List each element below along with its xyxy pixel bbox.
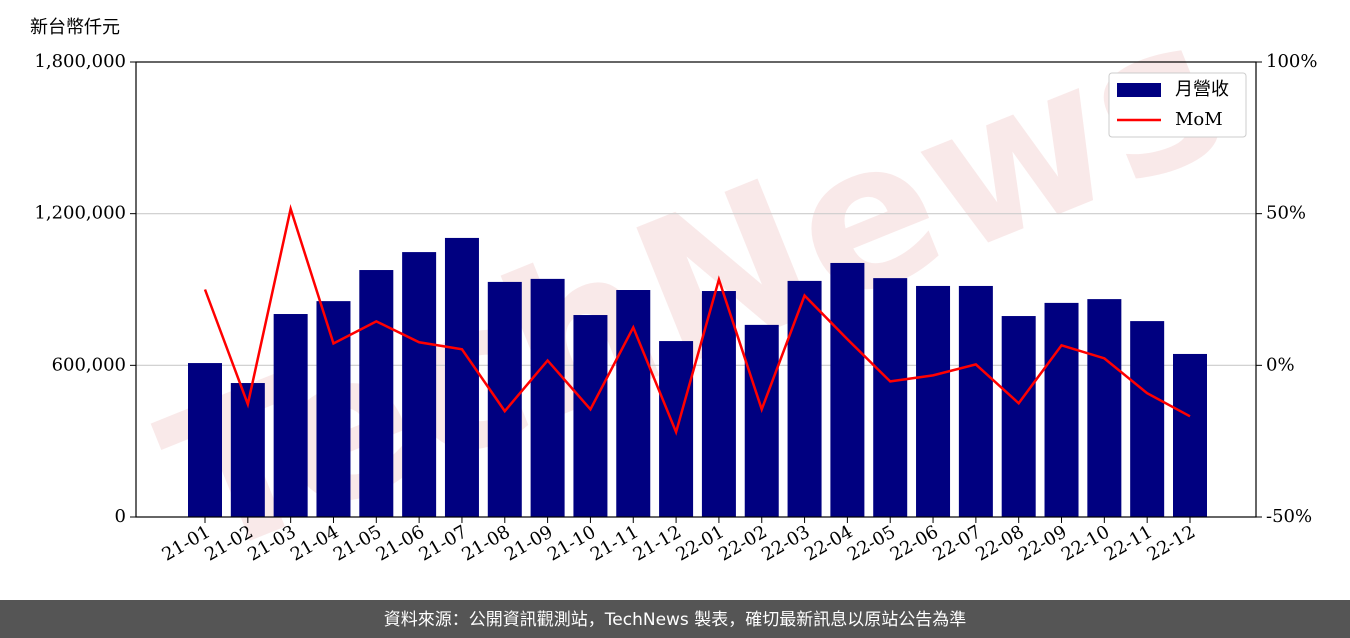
y-tick-label: 600,000: [52, 354, 126, 375]
bar: [1044, 302, 1079, 517]
x-tick-label: 22-07: [929, 521, 984, 565]
y-tick-label: 1,800,000: [34, 51, 126, 72]
x-tick-label: 21-07: [416, 521, 471, 565]
bar: [402, 252, 437, 518]
source-note: 資料來源：公開資訊觀測站，TechNews 製表，確切最新訊息以原站公告為準: [384, 610, 966, 630]
y2-tick-label: 50%: [1266, 203, 1306, 224]
x-tick-label: 22-06: [887, 521, 942, 565]
bar: [1173, 353, 1207, 517]
y2-tick-label: 0%: [1266, 354, 1295, 375]
bar: [573, 315, 608, 517]
legend-label: 月營收: [1175, 79, 1229, 100]
x-tick-label: 22-09: [1015, 521, 1070, 565]
x-tick-label: 22-03: [758, 521, 813, 565]
y-axis-label: 新台幣仟元: [30, 17, 120, 38]
bar: [787, 280, 822, 517]
bar: [958, 285, 993, 517]
x-tick-label: 21-08: [458, 521, 513, 565]
x-tick-label: 22-08: [972, 521, 1027, 565]
bar: [530, 278, 565, 517]
x-tick-label: 21-09: [501, 521, 556, 565]
line: [203, 203, 1191, 436]
x-tick-label: 22-11: [1101, 521, 1156, 565]
bar: [873, 278, 908, 517]
bar: [701, 291, 736, 517]
x-tick-label: 21-12: [630, 521, 685, 565]
footer-band: [0, 600, 1350, 638]
x-tick-label: 22-05: [844, 521, 899, 565]
bar: [1130, 321, 1165, 517]
bar: [188, 363, 222, 517]
x-tick-label: 21-11: [587, 521, 642, 565]
bar: [1087, 299, 1122, 517]
plot-frame: [135, 61, 1257, 518]
y2-tick-label: -50%: [1266, 506, 1312, 527]
bar: [487, 281, 522, 517]
x-tick-label: 22-10: [1058, 521, 1113, 565]
legend-label: MoM: [1175, 109, 1223, 130]
bar: [444, 237, 479, 517]
x-tick-label: 22-04: [801, 521, 856, 565]
legend-swatch: [1117, 83, 1161, 97]
y-tick-label: 0: [115, 506, 126, 527]
bar: [273, 314, 308, 517]
bar: [359, 270, 394, 517]
x-tick-label: 22-12: [1144, 521, 1199, 565]
x-tick-label: 22-02: [715, 521, 770, 565]
bar: [316, 301, 351, 517]
x-tick-label: 22-01: [672, 521, 727, 565]
x-tick-label: 21-10: [544, 521, 599, 565]
y-tick-label: 1,200,000: [34, 203, 126, 224]
bar: [830, 262, 865, 517]
bar: [916, 285, 951, 517]
bar: [1001, 316, 1036, 517]
bar: [744, 324, 779, 517]
bar: [616, 290, 651, 517]
y2-tick-label: 100%: [1266, 51, 1317, 72]
